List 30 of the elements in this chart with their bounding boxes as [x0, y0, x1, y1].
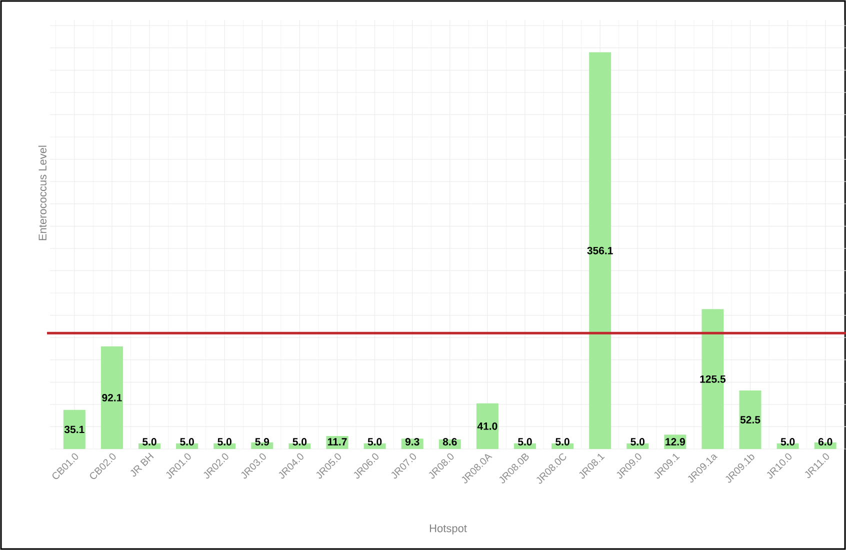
data-label: 12.9	[666, 438, 685, 446]
bar	[100, 346, 123, 449]
data-label: 5.0	[556, 438, 570, 446]
data-label: 92.1	[102, 394, 122, 402]
x-axis-title: Hotspot	[430, 524, 467, 534]
data-label: 6.0	[818, 438, 832, 446]
data-label: 125.5	[700, 375, 726, 383]
data-label: 5.0	[368, 438, 382, 446]
bar	[589, 52, 612, 449]
data-label: 356.1	[587, 246, 613, 254]
y-axis-title: Enterococcus Level	[38, 146, 46, 240]
data-label: 5.9	[255, 438, 270, 446]
x-tick-label: JR BH	[130, 452, 154, 477]
data-label: 8.6	[442, 438, 457, 446]
data-label: 5.0	[518, 438, 532, 446]
data-label: 9.3	[405, 438, 420, 446]
data-label: 41.0	[477, 422, 498, 430]
data-label: 52.5	[740, 416, 760, 424]
data-label: 11.7	[328, 438, 347, 446]
data-label: 5.0	[142, 438, 156, 446]
bar	[63, 410, 86, 449]
data-label: 5.0	[180, 438, 194, 446]
data-label: 5.0	[630, 438, 644, 446]
bar	[739, 390, 762, 449]
data-label: 35.1	[64, 426, 84, 434]
data-label: 5.0	[780, 438, 795, 446]
data-label: 5.0	[218, 438, 232, 446]
data-label: 5.0	[292, 438, 307, 446]
bar	[476, 403, 498, 449]
bar	[702, 309, 724, 449]
